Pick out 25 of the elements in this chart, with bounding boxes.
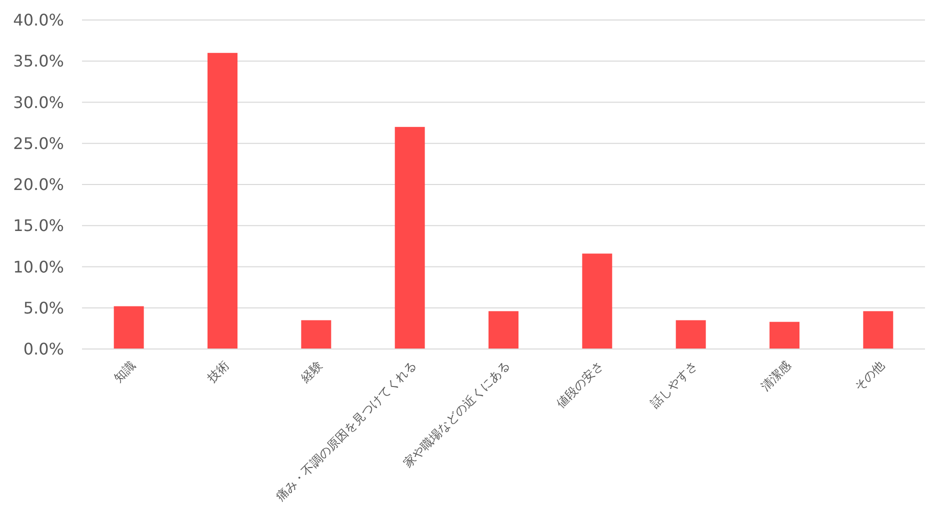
- y-tick-label: 25.0%: [13, 134, 64, 153]
- y-tick-label: 5.0%: [23, 298, 64, 318]
- bar: [301, 320, 332, 349]
- y-tick-label: 35.0%: [13, 52, 64, 71]
- x-tick-label: 知識: [111, 358, 138, 386]
- bar: [676, 320, 706, 349]
- bar: [488, 311, 518, 349]
- x-tick-label: 清潔感: [758, 358, 794, 394]
- bar: [208, 52, 238, 349]
- x-tick-label: 技術: [204, 358, 232, 386]
- y-tick-label: 40.0%: [13, 10, 64, 30]
- y-tick-label: 20.0%: [13, 175, 64, 194]
- bar: [863, 311, 894, 349]
- bar: [114, 306, 144, 349]
- x-tick-label: 話しやすさ: [648, 358, 700, 411]
- y-tick-label: 15.0%: [13, 216, 64, 236]
- x-tick-label: 経験: [298, 358, 326, 386]
- y-tick-label: 30.0%: [13, 92, 64, 112]
- y-tick-label: 10.0%: [13, 257, 64, 276]
- bar: [394, 126, 425, 349]
- x-tick-label: 値段の安さ: [554, 358, 606, 411]
- x-tick-label: その他: [852, 358, 888, 394]
- bar: [582, 254, 612, 349]
- y-tick-label: 0.0%: [23, 340, 64, 359]
- bar: [770, 322, 800, 349]
